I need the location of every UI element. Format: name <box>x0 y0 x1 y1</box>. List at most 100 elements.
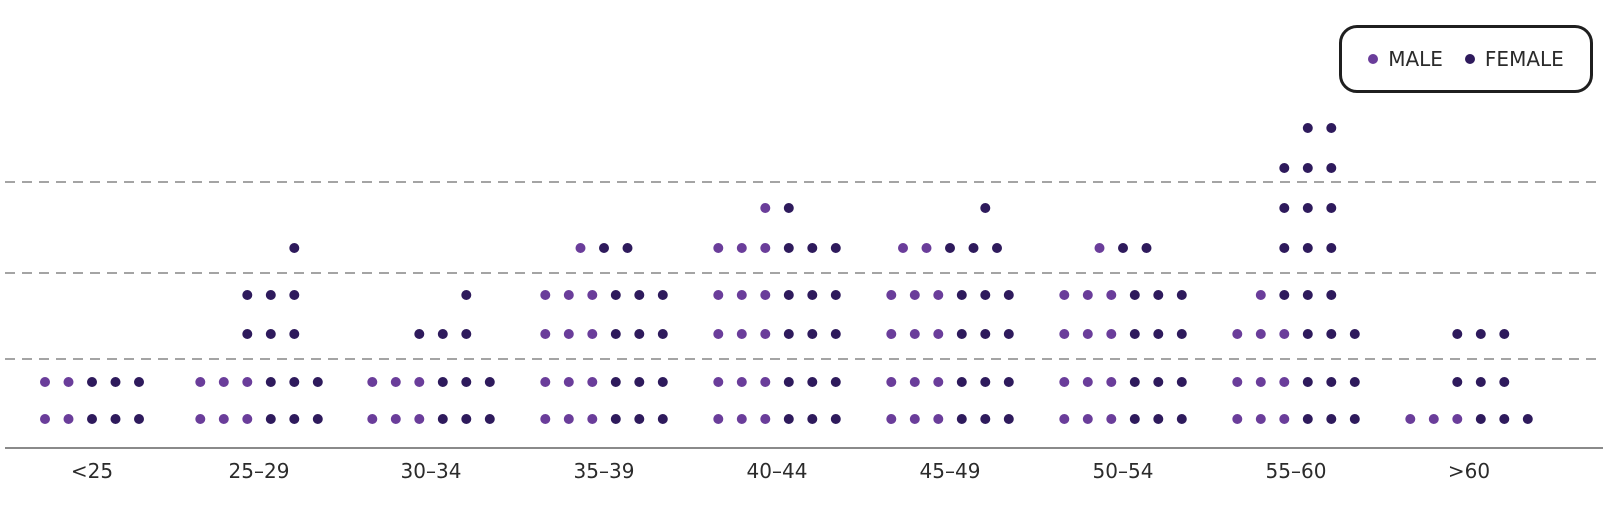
male-dot-2-0-2 <box>414 414 425 424</box>
male-dot-5-0-2 <box>933 414 944 424</box>
female-dot-1-3-0 <box>242 290 253 300</box>
female-dot-8-2-2 <box>1499 329 1510 339</box>
female-dot-5-1-3 <box>956 377 967 387</box>
female-dot-7-3-1 <box>1279 290 1290 300</box>
male-dot-4-2-1 <box>736 329 747 339</box>
female-dot-4-3-4 <box>807 290 818 300</box>
male-dot-4-1-2 <box>760 377 771 387</box>
female-dot-3-0-4 <box>634 414 645 424</box>
female-dot-7-5-2 <box>1326 203 1337 213</box>
male-dot-3-3-0 <box>540 290 551 300</box>
legend-item-female: FEMALE <box>1464 47 1564 71</box>
female-dot-1-1-3 <box>265 377 276 387</box>
male-dot-5-0-1 <box>909 414 920 424</box>
female-dot-7-5-0 <box>1279 203 1290 213</box>
female-dot-5-5-0 <box>980 203 991 213</box>
male-dot-7-3-0 <box>1255 290 1266 300</box>
female-dot-7-4-0 <box>1279 243 1290 253</box>
legend-male-label: MALE <box>1388 47 1443 71</box>
male-dot-2-1-1 <box>390 377 401 387</box>
female-dot-2-2-0 <box>414 329 425 339</box>
female-dot-3-0-3 <box>610 414 621 424</box>
female-dot-7-3-3 <box>1326 290 1337 300</box>
x-tick-label-0: <25 <box>71 459 113 483</box>
female-dot-7-1-3 <box>1302 377 1313 387</box>
female-dot-6-0-5 <box>1176 414 1187 424</box>
male-dot-6-1-1 <box>1082 377 1093 387</box>
male-dot-1-1-0 <box>195 377 206 387</box>
x-tick-label-6: 50–54 <box>1093 459 1154 483</box>
male-dot-4-5-0 <box>760 203 771 213</box>
female-dot-7-6-0 <box>1279 163 1290 173</box>
female-dot-7-1-5 <box>1349 377 1360 387</box>
female-dot-1-4-0 <box>289 243 300 253</box>
male-dot-5-1-1 <box>909 377 920 387</box>
male-dot-1-0-2 <box>242 414 253 424</box>
male-dot-5-0-0 <box>886 414 897 424</box>
male-dot-2-0-0 <box>367 414 378 424</box>
female-dot-2-1-3 <box>437 377 448 387</box>
female-dot-5-3-5 <box>1003 290 1014 300</box>
x-axis-tick-labels: <25 25–29 30–34 35–39 40–44 45–49 50–54 55–60 >6… <box>71 459 1490 483</box>
female-dot-8-2-0 <box>1452 329 1463 339</box>
male-dot-6-1-0 <box>1059 377 1070 387</box>
male-dot-3-2-1 <box>563 329 574 339</box>
male-dot-3-2-0 <box>540 329 551 339</box>
female-dot-3-2-3 <box>610 329 621 339</box>
female-dot-5-0-5 <box>1003 414 1014 424</box>
male-dot-6-0-2 <box>1106 414 1117 424</box>
female-dot-2-1-4 <box>461 377 472 387</box>
male-dot-3-0-1 <box>563 414 574 424</box>
female-dot-3-1-4 <box>634 377 645 387</box>
female-dot-6-1-3 <box>1129 377 1140 387</box>
x-tick-label-4: 40–44 <box>747 459 808 483</box>
male-dot-3-3-1 <box>563 290 574 300</box>
male-dot-6-2-2 <box>1106 329 1117 339</box>
female-dot-0-1-4 <box>134 377 144 387</box>
female-dot-1-0-5 <box>312 414 323 424</box>
female-dot-8-0-4 <box>1499 414 1510 424</box>
female-dot-1-1-4 <box>289 377 300 387</box>
male-dot-5-3-0 <box>886 290 897 300</box>
female-dot-6-1-4 <box>1153 377 1164 387</box>
male-dot-4-0-2 <box>760 414 771 424</box>
female-dot-3-0-5 <box>657 414 668 424</box>
female-dot-7-0-4 <box>1326 414 1337 424</box>
x-tick-label-1: 25–29 <box>229 459 290 483</box>
female-dot-4-3-5 <box>830 290 841 300</box>
male-dot-4-4-1 <box>736 243 747 253</box>
male-dot-3-0-0 <box>540 414 551 424</box>
female-dot-7-3-2 <box>1302 290 1313 300</box>
female-dot-3-1-5 <box>657 377 668 387</box>
male-dot-7-0-1 <box>1255 414 1266 424</box>
female-dot-4-1-4 <box>807 377 818 387</box>
female-dot-6-4-2 <box>1141 243 1152 253</box>
female-dot-5-1-4 <box>980 377 991 387</box>
female-dot-8-1-1 <box>1475 377 1486 387</box>
male-dot-6-0-0 <box>1059 414 1070 424</box>
female-dot-8-2-1 <box>1475 329 1486 339</box>
female-dot-6-2-4 <box>1153 329 1164 339</box>
female-dot-2-2-2 <box>461 329 472 339</box>
male-dot-3-3-2 <box>587 290 598 300</box>
male-dot-0-1-0 <box>40 377 50 387</box>
male-dot-4-2-0 <box>713 329 724 339</box>
male-dot-5-2-2 <box>933 329 944 339</box>
male-dot-5-2-1 <box>909 329 920 339</box>
male-dot-6-0-1 <box>1082 414 1093 424</box>
male-dot-8-0-2 <box>1452 414 1463 424</box>
female-dot-5-2-4 <box>980 329 991 339</box>
female-dot-4-2-3 <box>783 329 794 339</box>
female-dot-5-1-5 <box>1003 377 1014 387</box>
male-dot-1-1-1 <box>218 377 229 387</box>
female-dot-5-2-3 <box>956 329 967 339</box>
male-dot-7-2-2 <box>1279 329 1290 339</box>
female-dot-7-6-1 <box>1302 163 1313 173</box>
male-dot-5-3-1 <box>909 290 920 300</box>
male-dot-4-3-1 <box>736 290 747 300</box>
female-dot-0-0-2 <box>87 414 97 424</box>
female-dot-4-5-1 <box>783 203 794 213</box>
male-dot-3-0-2 <box>587 414 598 424</box>
x-tick-label-7: 55–60 <box>1266 459 1327 483</box>
